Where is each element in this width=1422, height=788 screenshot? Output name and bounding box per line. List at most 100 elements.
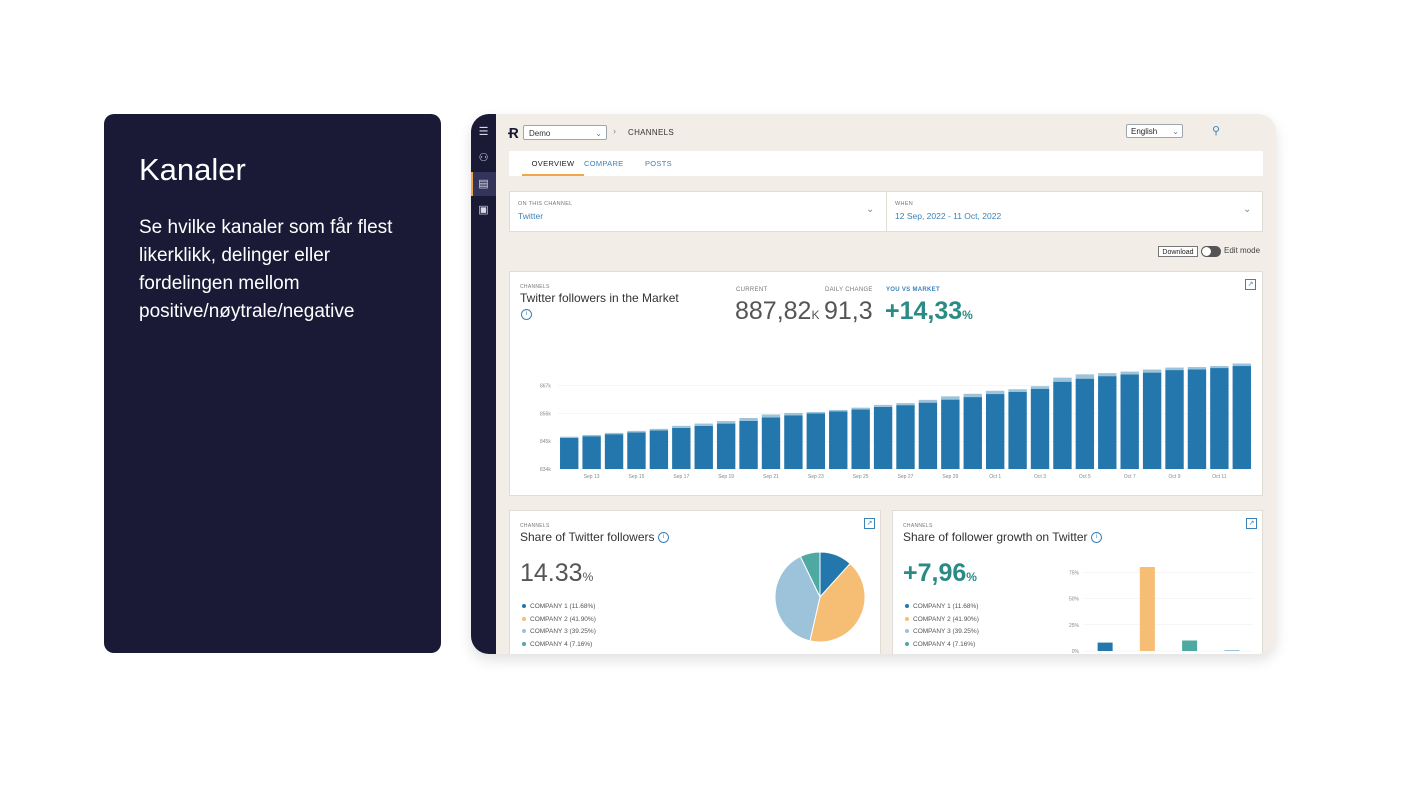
daily-change-bar (873, 404, 893, 407)
daily-change-bar (560, 436, 579, 438)
follower-bar (851, 409, 870, 469)
legend-item: COMPANY 2 (41.90%) (905, 616, 979, 629)
follower-bar (1120, 374, 1139, 469)
follower-bar (1008, 391, 1027, 469)
follower-bar (560, 437, 579, 469)
follower-bar (1165, 370, 1184, 469)
y-tick-label: 50% (1069, 597, 1080, 603)
chart-type-icon[interactable]: ↗ (1246, 518, 1257, 529)
share-legend: COMPANY 1 (11.68%) COMPANY 2 (41.90%) CO… (522, 603, 596, 653)
panel-title: Twitter followers in the Market (520, 291, 679, 305)
tab-compare[interactable]: COMPARE (584, 159, 624, 168)
tab-bar: OVERVIEW COMPARE POSTS (509, 151, 1263, 176)
daily-change-bar (1053, 377, 1072, 382)
growth-bar (1224, 649, 1240, 651)
channel-filter-value: Twitter (518, 211, 544, 221)
menu-icon[interactable]: ☰ (478, 126, 489, 138)
follower-bar (1098, 376, 1117, 469)
app-screenshot: ☰ ⚇ ▤ ▣ Ɍ Demo ⌄ › CHANNELS English ⌄ ⚲ … (471, 114, 1276, 654)
follower-bar (1030, 388, 1050, 469)
follower-bar (784, 415, 803, 469)
date-filter[interactable]: WHEN 12 Sep, 2022 - 11 Oct, 2022 ⌄ (887, 192, 1263, 231)
panel-category: CHANNELS (520, 523, 550, 529)
info-icon[interactable]: i (657, 532, 669, 544)
x-tick-label: Sep 13 (584, 474, 600, 480)
chat-icon[interactable]: ▤ (478, 178, 489, 190)
follower-bar (806, 413, 826, 469)
y-tick-label: 0% (1072, 649, 1080, 654)
follower-bar (1142, 372, 1162, 469)
filter-divider (886, 192, 887, 231)
date-filter-label: WHEN (895, 201, 914, 207)
language-select[interactable]: English ⌄ (1126, 124, 1183, 138)
daily-change-bar (627, 430, 646, 433)
user-icon[interactable]: ⚲ (1212, 125, 1221, 137)
chart-type-icon[interactable]: ↗ (864, 518, 875, 529)
chevron-down-icon: ⌄ (595, 129, 602, 138)
followers-panel: CHANNELS Twitter followers in the Market… (509, 271, 1263, 496)
workspace-value: Demo (529, 129, 551, 138)
daily-change-bar (851, 407, 870, 410)
language-value: English (1131, 127, 1158, 136)
pie-slice (774, 555, 821, 642)
legend-label: COMPANY 4 (7.16%) (913, 640, 976, 648)
growth-bar (1097, 642, 1113, 651)
info-icon[interactable]: i (1090, 532, 1102, 544)
share-value: 14.33% (520, 559, 593, 588)
daily-change-bar (761, 414, 781, 418)
toggle-knob (1202, 247, 1211, 256)
daily-change-label: DAILY CHANGE (825, 287, 873, 293)
legend-label: COMPANY 4 (7.16%) (530, 640, 593, 648)
slide-card: Kanaler Se hvilke kanaler som får flest … (104, 114, 441, 653)
top-bar: Ɍ Demo ⌄ › CHANNELS English ⌄ ⚲ (496, 114, 1276, 150)
y-tick-label: 25% (1069, 623, 1080, 629)
growth-unit: % (966, 570, 977, 584)
legend-item: COMPANY 3 (39.25%) (905, 628, 979, 641)
legend-swatch (522, 616, 526, 621)
rail-active-indicator (471, 172, 496, 196)
panel-title: Share of Twitter followers i (520, 530, 669, 544)
tab-posts[interactable]: POSTS (645, 159, 672, 168)
follower-bar (694, 425, 713, 469)
x-tick-label: Oct 11 (1212, 474, 1227, 480)
market-value: +14,33% (885, 297, 973, 326)
panel-title: Share of follower growth on Twitter i (903, 530, 1102, 544)
current-unit: K (811, 308, 820, 322)
daily-change-bar (1187, 367, 1207, 370)
chart-type-icon[interactable]: ↗ (1245, 279, 1256, 290)
current-value: 887,82K (735, 297, 819, 326)
legend-item: COMPANY 4 (7.16%) (522, 641, 596, 654)
daily-change-bar (1165, 367, 1184, 371)
panel-title-text: Share of Twitter followers (520, 530, 655, 544)
follower-bar (1210, 368, 1229, 469)
date-filter-value: 12 Sep, 2022 - 11 Oct, 2022 (895, 211, 1002, 221)
daily-change-bar (941, 396, 960, 400)
follower-bar (985, 394, 1005, 469)
workspace-select[interactable]: Demo ⌄ (523, 125, 607, 140)
binoculars-icon[interactable]: ⚇ (478, 152, 489, 164)
share-unit: % (582, 570, 594, 584)
daily-change-bar (649, 428, 669, 431)
report-icon[interactable]: ▣ (478, 204, 489, 216)
legend-item: COMPANY 1 (11.68%) (522, 603, 596, 616)
daily-change-bar (739, 418, 758, 421)
brand-logo-icon[interactable]: Ɍ (508, 125, 519, 142)
daily-change-bar (829, 409, 848, 412)
daily-change-bar (1030, 386, 1050, 389)
x-tick-label: Sep 15 (629, 474, 645, 480)
follower-bar (627, 432, 646, 469)
growth-number: +7,96 (903, 559, 967, 587)
legend-swatch (905, 629, 909, 634)
market-label: YOU VS MARKET (886, 287, 940, 293)
follower-bar (941, 399, 960, 469)
daily-change-bar (582, 434, 601, 437)
x-tick-label: Oct 3 (1034, 474, 1046, 480)
daily-change-bar (1232, 363, 1251, 367)
tab-overview[interactable]: OVERVIEW (522, 151, 584, 176)
channel-filter[interactable]: ON THIS CHANNEL Twitter ⌄ (510, 192, 886, 231)
download-button[interactable]: Download (1158, 246, 1198, 257)
edit-mode-toggle[interactable] (1201, 246, 1221, 257)
daily-change-bar (1142, 369, 1162, 373)
legend-label: COMPANY 3 (39.25%) (530, 628, 596, 635)
info-icon[interactable]: i (521, 306, 532, 324)
